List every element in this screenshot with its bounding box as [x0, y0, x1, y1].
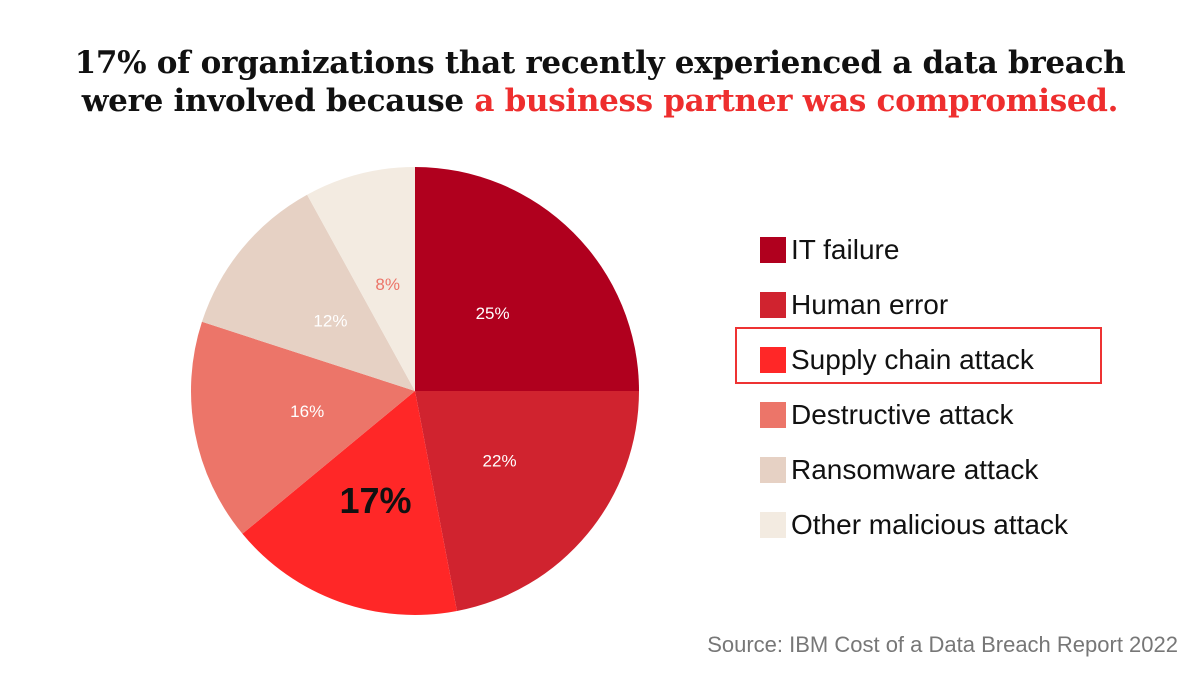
legend-label: Human error: [791, 288, 949, 320]
legend-label: Destructive attack: [791, 398, 1014, 430]
title-highlight: a business partner was compromised.: [474, 83, 1119, 119]
pie-slice-3: [190, 321, 415, 534]
data-label-3: 16%: [290, 402, 324, 421]
legend-label: IT failure: [791, 233, 900, 265]
data-label-1: 22%: [483, 451, 517, 470]
title-line-1: 17% of organizations that recently exper…: [74, 45, 1126, 81]
chart-title: 17% of organizations that recently exper…: [0, 44, 1200, 120]
legend-item: Destructive attack: [760, 387, 1068, 442]
title-prefix: were involved because: [81, 83, 475, 119]
data-label-0: 25%: [476, 304, 510, 323]
legend-swatch: [760, 236, 786, 263]
pie-slice-1: [415, 391, 639, 612]
data-label-4: 12%: [313, 312, 347, 331]
legend-item: IT failure: [760, 222, 1068, 277]
legend-swatch: [760, 456, 786, 483]
legend-swatch: [760, 511, 786, 538]
legend-item: Human error: [760, 277, 1068, 332]
pie-slice-2: [242, 391, 457, 615]
data-label-2: 17%: [340, 480, 412, 521]
legend-label: Supply chain attack: [791, 343, 1034, 375]
legend-swatch: [760, 401, 786, 428]
pie-slice-0: [415, 167, 639, 391]
source-note: Source: IBM Cost of a Data Breach Report…: [707, 632, 1178, 657]
legend-highlight-box: [735, 327, 1102, 384]
legend-swatch: [760, 291, 786, 318]
legend-label: Other malicious attack: [791, 508, 1068, 540]
legend-item: Other malicious attack: [760, 497, 1068, 552]
legend-swatch: [760, 346, 786, 373]
legend-item: Supply chain attack: [760, 332, 1068, 387]
pie-slice-4: [201, 194, 415, 391]
title-line-2: were involved because a business partner…: [0, 82, 1200, 120]
legend-item: Ransomware attack: [760, 442, 1068, 497]
data-label-5: 8%: [375, 275, 400, 294]
legend: IT failure Human error Supply chain attack…: [760, 222, 1068, 552]
legend-label: Ransomware attack: [791, 453, 1039, 485]
pie-slice-5: [307, 167, 415, 391]
